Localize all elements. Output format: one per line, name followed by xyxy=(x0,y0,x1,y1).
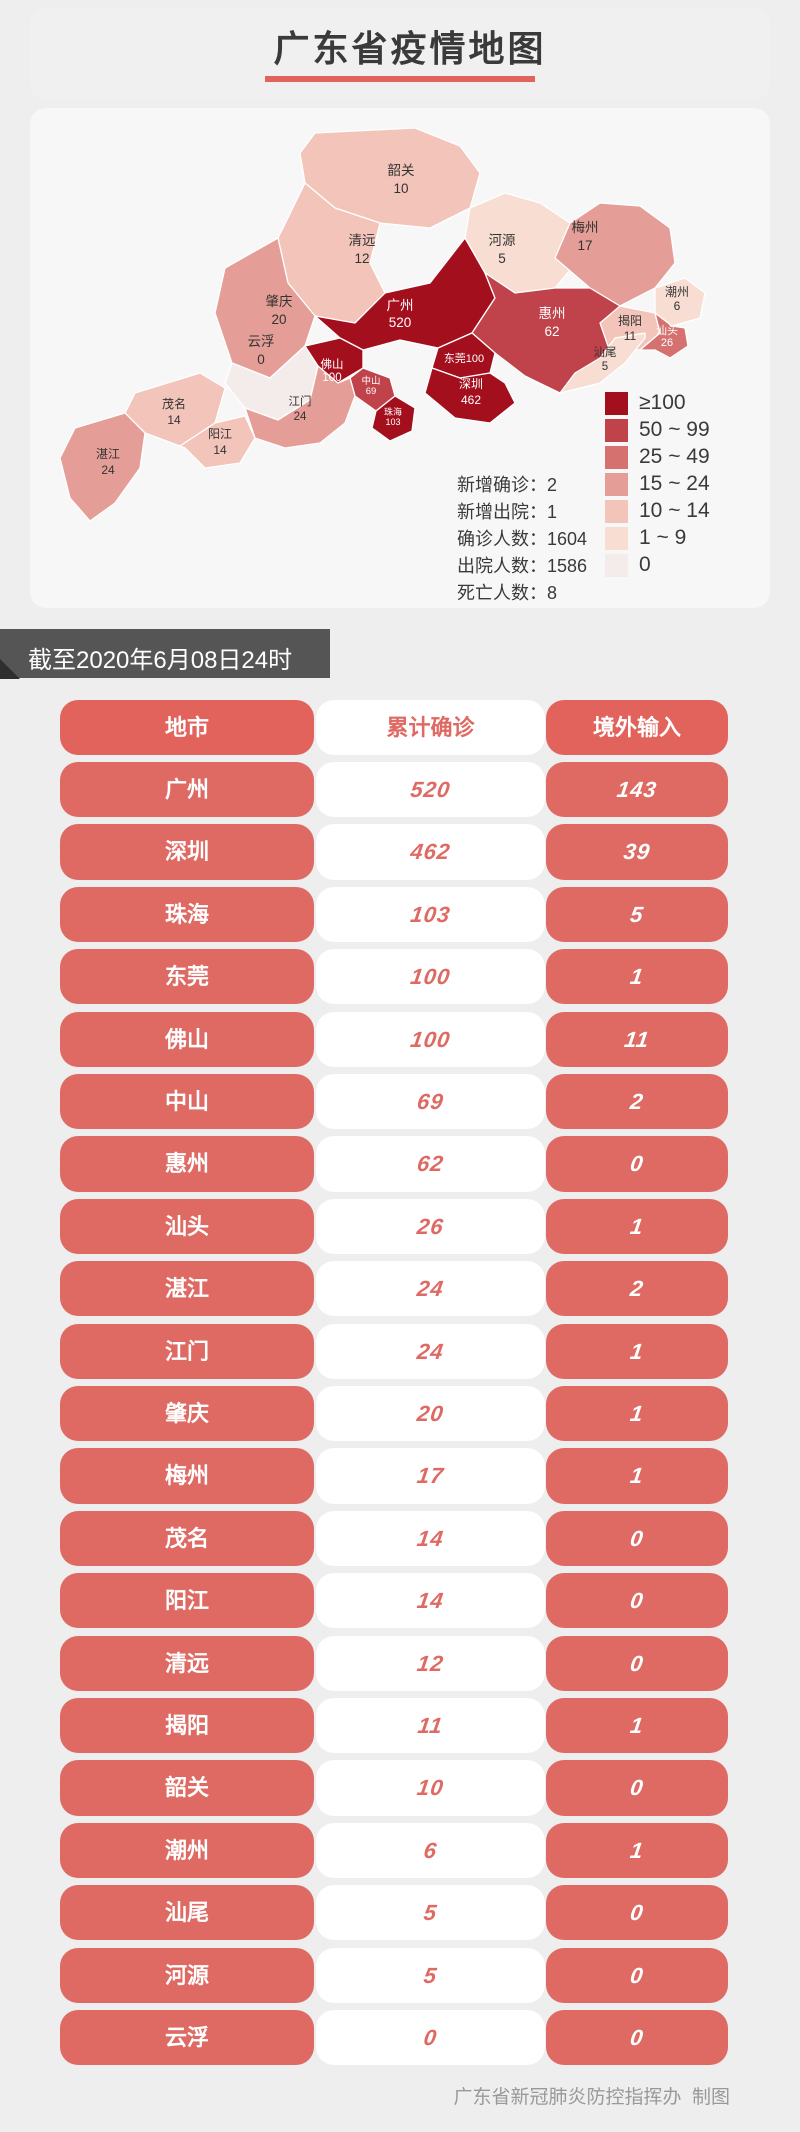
svg-text:20: 20 xyxy=(271,312,286,327)
svg-text:汕尾: 汕尾 xyxy=(594,346,617,359)
svg-text:佛山: 佛山 xyxy=(321,358,344,371)
svg-text:26: 26 xyxy=(661,337,673,349)
svg-text:11: 11 xyxy=(624,329,637,343)
svg-text:62: 62 xyxy=(544,324,559,339)
svg-text:69: 69 xyxy=(366,386,377,397)
svg-text:10: 10 xyxy=(393,181,408,196)
svg-text:5: 5 xyxy=(602,361,608,373)
svg-text:东莞100: 东莞100 xyxy=(444,352,484,365)
svg-text:潮州: 潮州 xyxy=(665,284,689,299)
svg-text:14: 14 xyxy=(213,443,227,457)
svg-text:5: 5 xyxy=(498,251,506,266)
svg-text:梅州: 梅州 xyxy=(572,220,599,235)
svg-text:韶关: 韶关 xyxy=(388,163,415,178)
svg-text:12: 12 xyxy=(354,251,369,266)
svg-text:14: 14 xyxy=(167,413,181,427)
svg-text:清远: 清远 xyxy=(349,233,376,248)
svg-text:103: 103 xyxy=(385,417,400,427)
svg-text:惠州: 惠州 xyxy=(539,306,566,321)
svg-text:云浮: 云浮 xyxy=(248,334,275,349)
svg-text:肇庆: 肇庆 xyxy=(266,294,293,309)
svg-text:520: 520 xyxy=(389,315,412,330)
svg-text:河源: 河源 xyxy=(489,233,517,248)
svg-text:广州: 广州 xyxy=(387,298,414,313)
svg-text:揭阳: 揭阳 xyxy=(618,313,642,328)
svg-text:汕头: 汕头 xyxy=(656,324,678,337)
svg-text:湛江: 湛江 xyxy=(96,447,120,461)
svg-text:100: 100 xyxy=(322,372,341,384)
svg-text:6: 6 xyxy=(674,299,681,313)
svg-text:24: 24 xyxy=(101,463,115,477)
svg-text:462: 462 xyxy=(461,393,481,407)
svg-text:17: 17 xyxy=(577,238,592,253)
svg-text:24: 24 xyxy=(294,411,307,423)
svg-text:珠海: 珠海 xyxy=(384,406,402,417)
svg-text:茂名: 茂名 xyxy=(162,396,186,411)
svg-text:深圳: 深圳 xyxy=(459,377,483,391)
svg-text:0: 0 xyxy=(257,352,265,367)
svg-text:江门: 江门 xyxy=(289,394,312,408)
svg-text:阳江: 阳江 xyxy=(208,427,232,441)
